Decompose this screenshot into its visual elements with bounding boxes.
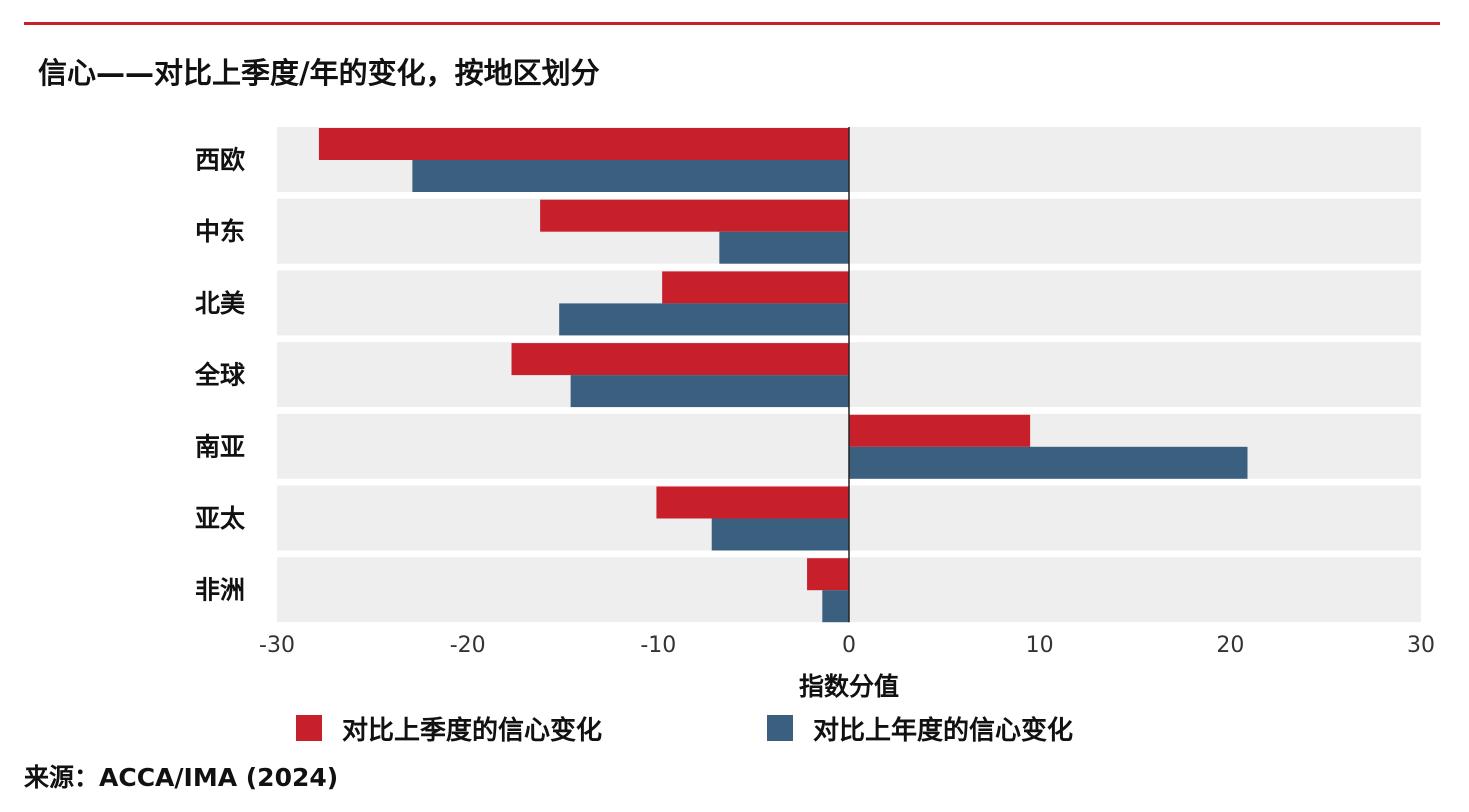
x-tick-label: -20: [450, 633, 486, 658]
category-label: 亚太: [195, 504, 246, 533]
bar-year: [570, 375, 849, 408]
x-axis-title: 指数分值: [799, 672, 899, 701]
x-tick-label: -10: [640, 633, 676, 658]
category-label: 全球: [194, 361, 246, 390]
bar-quarter: [511, 343, 849, 376]
chart-title: 信心——对比上季度/年的变化，按地区划分: [38, 56, 600, 90]
bar-year: [719, 231, 849, 264]
legend-swatch: [767, 715, 793, 741]
bar-quarter: [318, 128, 849, 160]
bar-quarter: [662, 271, 849, 304]
bar-year: [849, 446, 1248, 479]
bar-year: [559, 303, 849, 336]
legend-label: 对比上季度的信心变化: [342, 715, 602, 746]
bar-quarter: [540, 199, 849, 232]
x-tick-label: 30: [1407, 633, 1435, 658]
legend-label: 对比上年度的信心变化: [813, 715, 1073, 746]
category-label: 南亚: [195, 432, 245, 461]
source-note: 来源：ACCA/IMA (2024): [24, 763, 339, 792]
bar-quarter: [849, 414, 1031, 447]
bar-year: [711, 518, 849, 551]
x-tick-label: -30: [259, 633, 295, 658]
x-tick-label: 10: [1026, 633, 1054, 658]
legend-swatch: [296, 715, 322, 741]
x-tick-label: 0: [842, 633, 856, 658]
bar-year: [822, 590, 849, 623]
x-tick-label: 20: [1216, 633, 1244, 658]
category-label: 北美: [195, 289, 245, 318]
category-label: 中东: [195, 217, 245, 246]
bar-quarter: [656, 486, 849, 519]
category-label: 非洲: [195, 576, 245, 605]
top-rule: [24, 22, 1440, 25]
bar-year: [412, 160, 849, 192]
bar-quarter: [807, 558, 849, 591]
category-label: 西欧: [195, 146, 245, 175]
